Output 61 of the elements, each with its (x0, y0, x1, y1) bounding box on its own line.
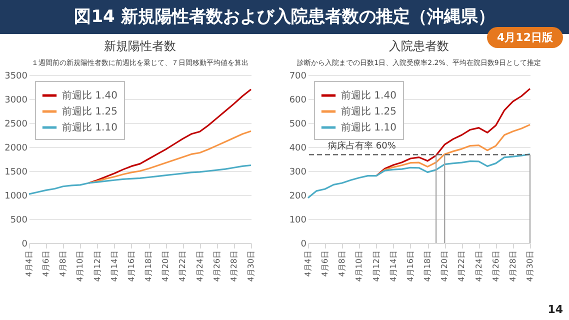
y-tick-label: 2000 (4, 144, 28, 154)
legend-label: 前週比 1.10 (341, 122, 396, 134)
y-tick-label: 500 (289, 120, 307, 130)
y-tick-label: 0 (300, 240, 307, 250)
text: 14 (548, 303, 563, 316)
y-tick-label: 1000 (4, 192, 28, 202)
ref-line-label: 病床占有率 60% (328, 140, 396, 152)
x-tick-label: 4月30日 (526, 250, 534, 282)
x-tick-label: 4月6日 (320, 250, 330, 277)
x-tick-label: 4月18日 (423, 250, 432, 282)
x-tick-label: 4月18日 (144, 250, 154, 282)
x-tick-label: 4月26日 (212, 250, 222, 282)
x-tick-label: 4月14日 (110, 250, 119, 282)
line-series (376, 88, 531, 177)
legend-label: 前週比 1.40 (341, 90, 396, 102)
chart-title: 新規陽性者数 (104, 39, 176, 53)
x-tick-label: 4月4日 (304, 250, 312, 277)
x-tick-label: 4月28日 (508, 250, 518, 282)
line-series (376, 124, 531, 177)
chart-title: 入院患者数 (389, 39, 449, 53)
x-tick-label: 4月14日 (388, 250, 398, 282)
y-tick-label: 2500 (4, 120, 28, 130)
x-tick-label: 4月8日 (338, 250, 347, 277)
y-tick-label: 500 (10, 216, 28, 226)
x-tick-label: 4月26日 (491, 250, 500, 282)
x-tick-label: 4月10日 (354, 250, 364, 282)
y-tick-label: 1500 (4, 168, 28, 178)
y-tick-label: 200 (289, 192, 307, 202)
y-tick-label: 700 (289, 72, 307, 82)
x-tick-label: 4月16日 (406, 250, 415, 282)
line-series (28, 164, 252, 195)
x-tick-label: 4月16日 (126, 250, 136, 282)
y-tick-label: 600 (289, 96, 307, 106)
legend-label: 前週比 1.25 (62, 106, 118, 118)
x-tick-label: 4月24日 (195, 250, 204, 282)
legend-label: 前週比 1.25 (341, 106, 396, 118)
y-tick-label: 3500 (4, 72, 28, 82)
x-tick-label: 4月28日 (229, 250, 238, 282)
x-tick-label: 4月24日 (474, 250, 484, 282)
x-tick-label: 4月22日 (178, 250, 188, 282)
line-series (88, 130, 252, 184)
x-tick-label: 4月12日 (92, 250, 102, 282)
x-tick-label: 4月4日 (24, 250, 34, 277)
x-tick-label: 4月8日 (58, 250, 68, 277)
y-tick-label: 400 (289, 144, 307, 154)
x-tick-label: 4月6日 (42, 250, 51, 277)
y-tick-label: 300 (289, 168, 307, 178)
x-tick-label: 4月20日 (161, 250, 170, 282)
caption: 図14 新規陽性者数および入院患者数の推定（沖縄県） (74, 7, 495, 27)
text: 4月12日版 (487, 27, 563, 48)
legend-label: 前週比 1.40 (62, 90, 118, 102)
x-tick-label: 4月10日 (76, 250, 85, 282)
legend-label: 前週比 1.10 (62, 122, 118, 134)
x-tick-label: 4月20日 (440, 250, 450, 282)
x-tick-label: 4月12日 (372, 250, 381, 282)
y-tick-label: 100 (289, 216, 307, 226)
x-tick-label: 4月30日 (246, 250, 256, 282)
y-tick-label: 3000 (4, 96, 28, 106)
y-tick-label: 0 (22, 240, 28, 250)
x-tick-label: 4月22日 (457, 250, 466, 282)
line-series (307, 153, 531, 199)
